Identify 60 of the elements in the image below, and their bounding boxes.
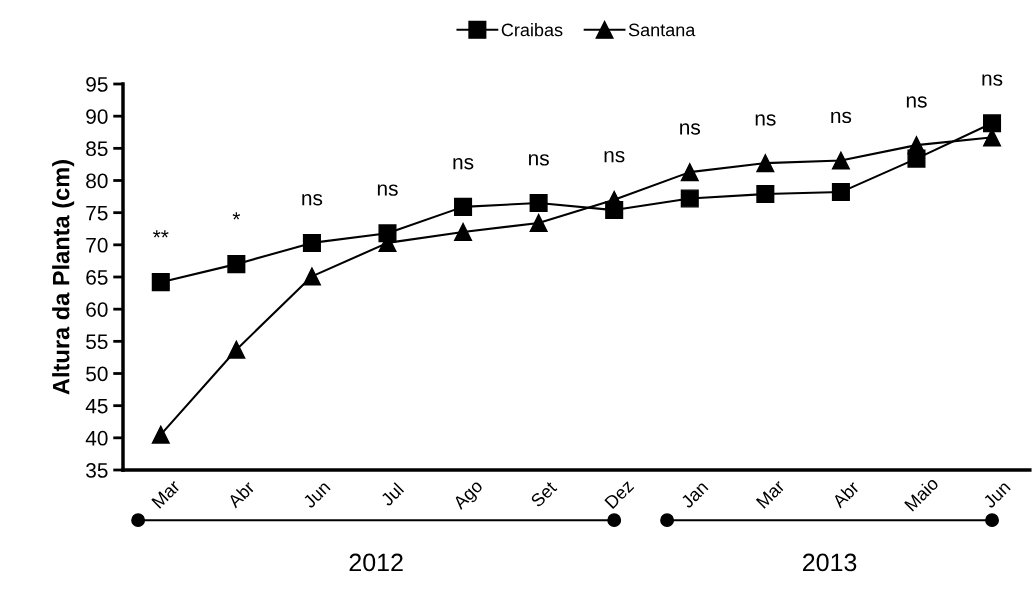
x-tick-label: Mar <box>151 479 181 509</box>
annotation: ns <box>604 150 625 163</box>
text: 2013 <box>803 553 857 572</box>
annotation: ns <box>831 111 852 124</box>
y-tick-label: 70 <box>86 237 108 253</box>
annotation: ns <box>755 114 776 126</box>
annotation: ns <box>377 184 398 196</box>
annotation: * <box>232 212 241 220</box>
y-axis-title: Altura da Planta (cm) <box>52 160 75 395</box>
point <box>907 136 926 155</box>
y-tick-label: 35 <box>86 463 108 478</box>
y-tick-label: 65 <box>86 270 108 285</box>
point <box>302 233 321 252</box>
point <box>680 189 699 208</box>
point <box>756 184 775 204</box>
y-tick-label: 40 <box>85 430 108 446</box>
annotation: ns <box>453 158 474 170</box>
y-tick-label: 55 <box>86 334 108 350</box>
point <box>454 222 473 241</box>
y-tick-label: 80 <box>86 173 108 189</box>
annotation: ns <box>906 96 927 108</box>
annotation: ns <box>529 154 549 166</box>
x-tick-label: Jun <box>982 480 1011 509</box>
x-tick-label: Jul <box>379 482 405 507</box>
point <box>680 163 699 182</box>
y-tick-label: 50 <box>86 366 108 382</box>
x-tick-label: Set <box>529 480 558 508</box>
text: 2012 <box>349 553 403 572</box>
x-tick-label: Mar <box>755 479 786 509</box>
point <box>831 151 850 170</box>
x-tick-label: Jun <box>302 480 331 509</box>
x-tick-label: Jan <box>680 480 709 509</box>
point <box>605 190 624 209</box>
point <box>529 193 548 213</box>
y-tick-label: 90 <box>86 109 108 124</box>
point <box>151 425 170 444</box>
x-tick-label: Abr <box>226 479 256 509</box>
annotation: ns <box>982 74 1003 86</box>
y-tick-label: 60 <box>86 302 108 317</box>
point <box>529 213 548 232</box>
legend-label: Craibas <box>501 23 563 37</box>
point <box>227 255 246 274</box>
point <box>302 267 321 286</box>
annotation: ** <box>153 230 169 238</box>
point <box>454 197 473 216</box>
legend-label: Santana <box>628 23 696 37</box>
point <box>983 114 1002 133</box>
point <box>831 183 850 202</box>
annotation: ns <box>302 194 323 206</box>
point <box>227 340 246 359</box>
y-tick-label: 85 <box>86 141 108 157</box>
y-tick-label: 95 <box>86 77 108 92</box>
annotation: ns <box>680 123 701 135</box>
x-tick-label: Dez <box>604 479 635 510</box>
point <box>151 273 170 292</box>
x-tick-label: Ago <box>452 479 486 513</box>
x-tick-label: Abr <box>831 479 860 509</box>
y-tick-label: 45 <box>85 398 108 414</box>
y-tick-label: 75 <box>86 205 108 221</box>
point <box>756 154 775 173</box>
